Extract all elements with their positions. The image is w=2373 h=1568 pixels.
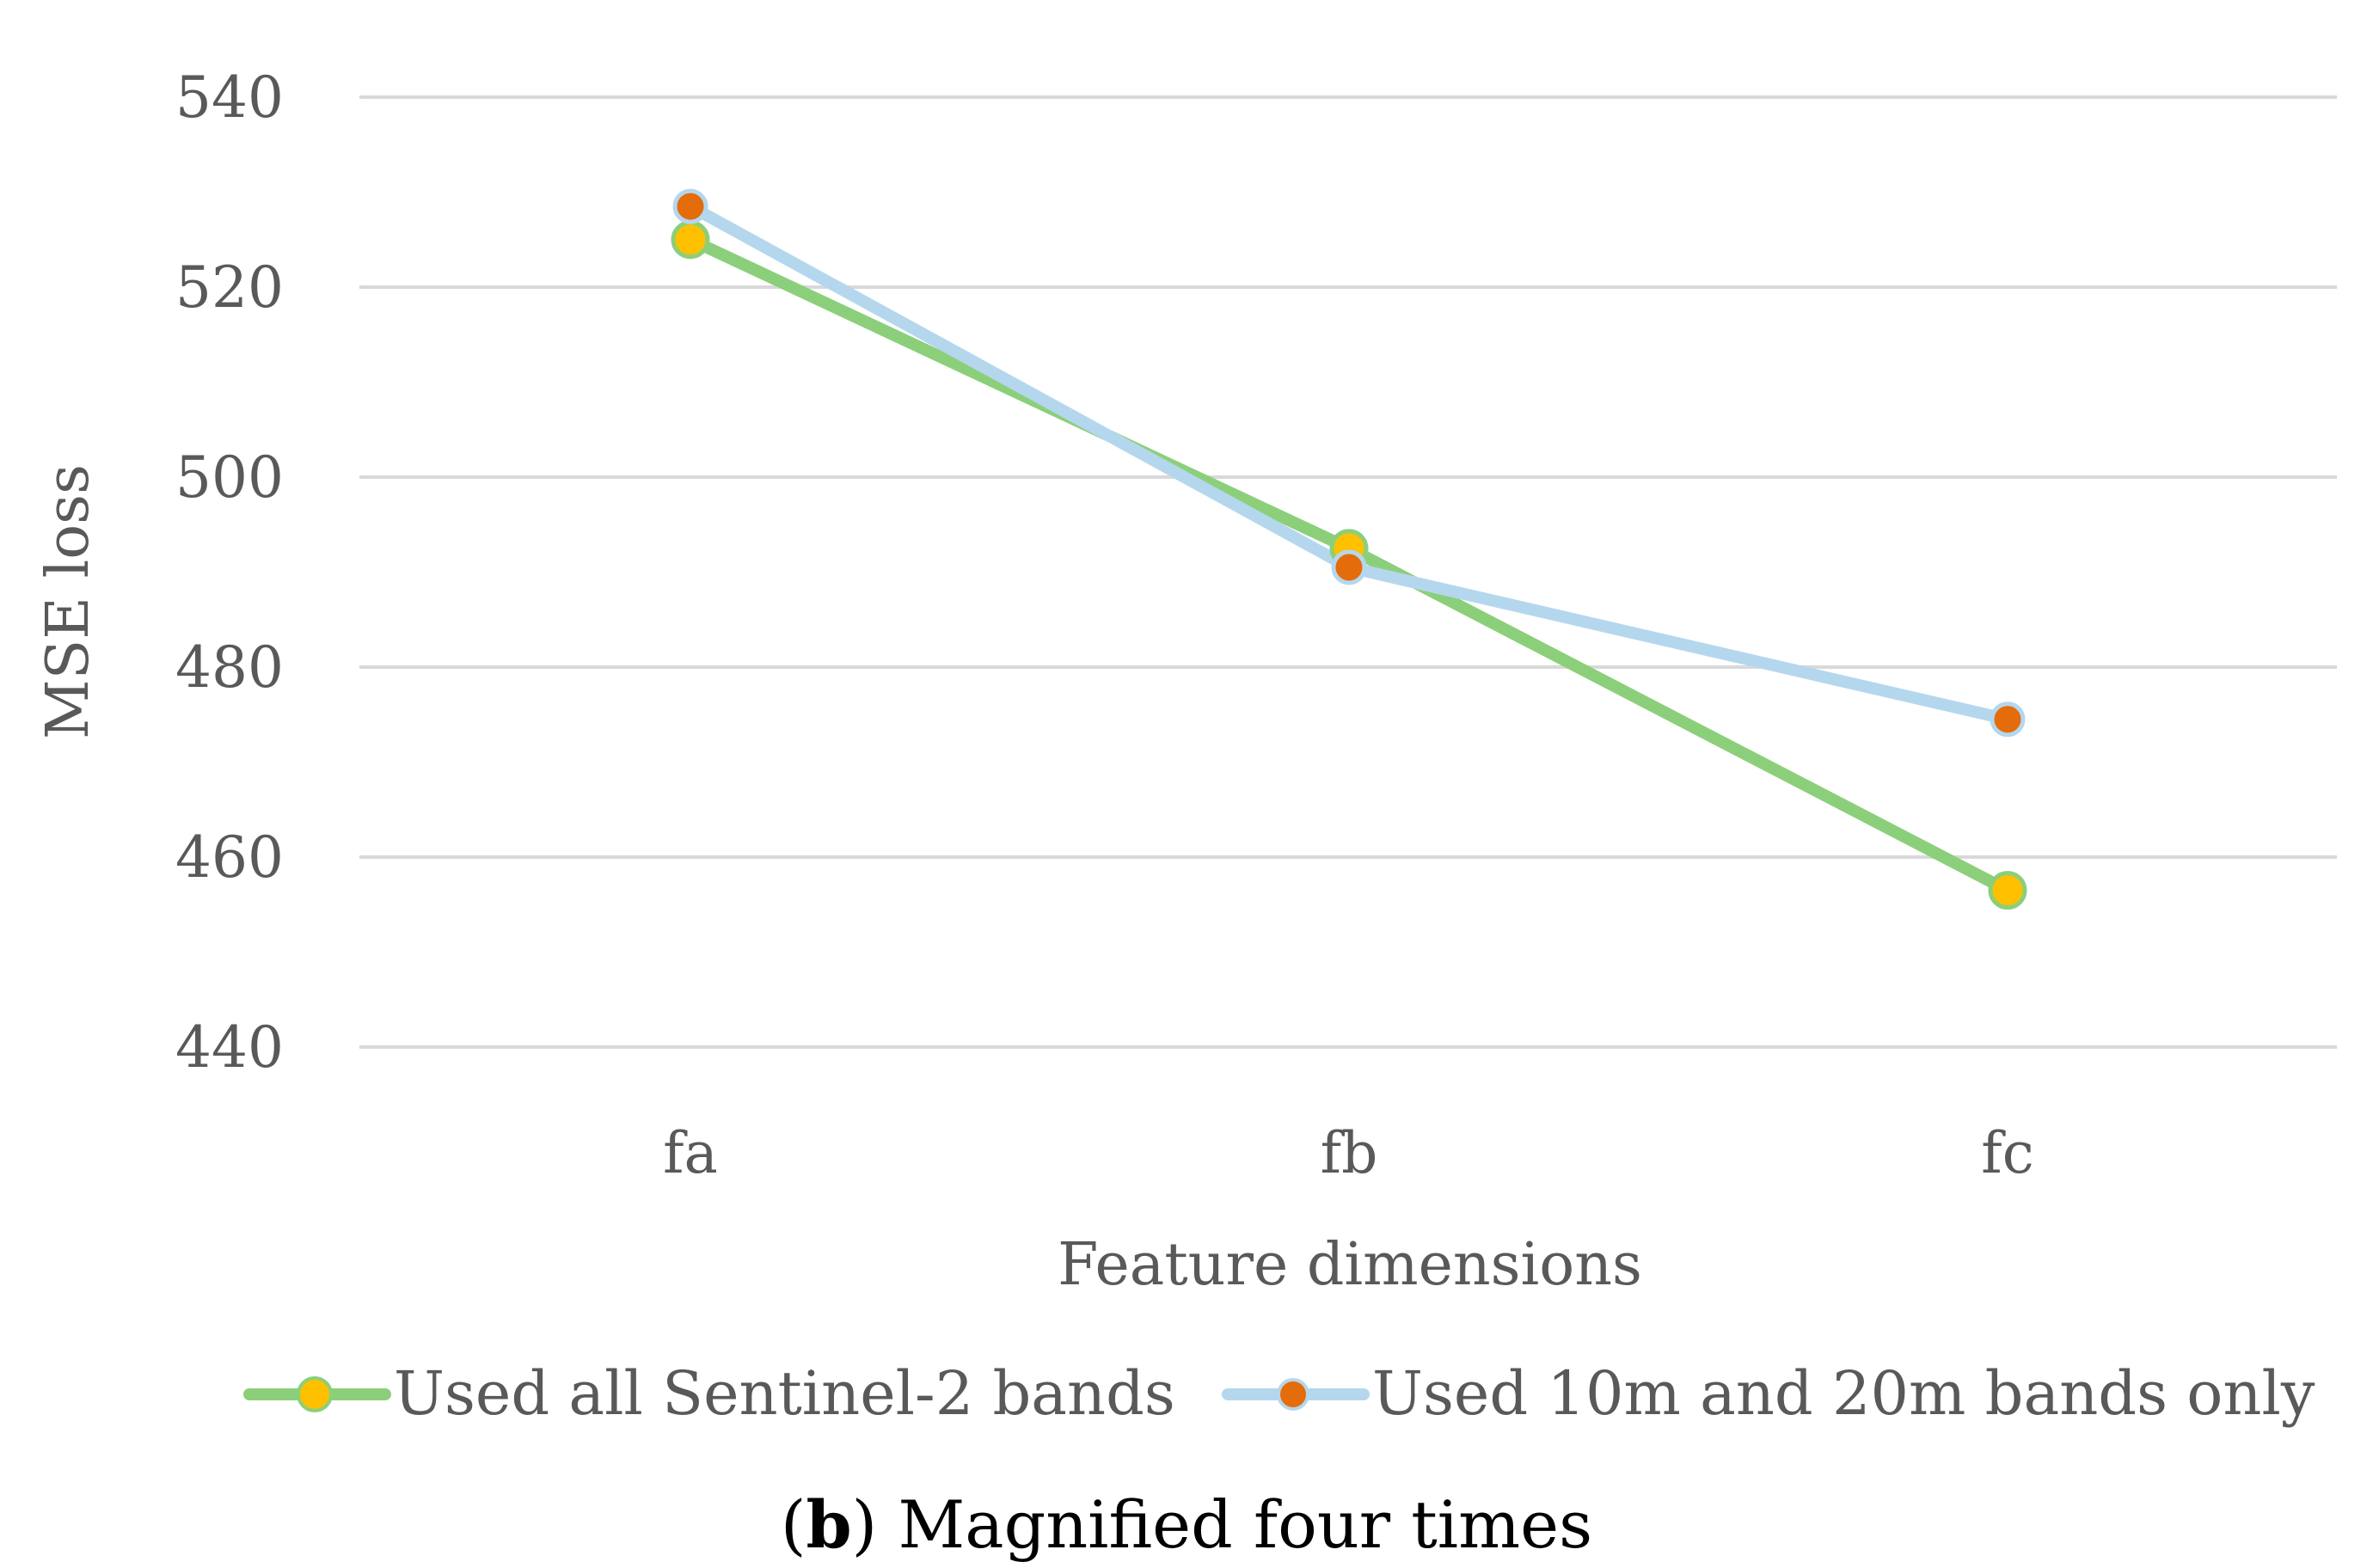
- y-tick-label-500: 500: [175, 444, 284, 511]
- series-0-point-fa: [671, 220, 710, 260]
- series-1-point-fb: [1331, 549, 1367, 585]
- y-tick-label-540: 540: [175, 64, 284, 131]
- series-1-point-fa: [672, 188, 708, 224]
- legend: Used all Sentinel-2 bands Used 10m and 2…: [243, 1358, 2315, 1429]
- y-axis-tick-labels: 440 460 480 500 520 540: [175, 64, 284, 1081]
- caption-label: b: [806, 1486, 851, 1563]
- legend-swatch-marker-10m-20m-bands: [1277, 1378, 1309, 1411]
- legend-item-all-bands: Used all Sentinel-2 bands: [243, 1358, 1175, 1429]
- series-0-point-fc: [1988, 871, 2027, 910]
- y-tick-label-460: 460: [175, 824, 284, 891]
- y-tick-label-480: 480: [175, 634, 284, 701]
- legend-label-all-bands: Used all Sentinel-2 bands: [394, 1358, 1175, 1429]
- x-axis-tick-labels: fa fb fc: [663, 1120, 2034, 1186]
- gridlines: [359, 95, 2337, 1049]
- x-tick-label-fb: fb: [1321, 1120, 1378, 1186]
- series-line-1: [684, 200, 2014, 726]
- x-tick-label-fc: fc: [1981, 1120, 2033, 1186]
- legend-item-10m-20m-bands: Used 10m and 20m bands only: [1222, 1358, 2315, 1429]
- series-markers: [671, 188, 2027, 910]
- figure-caption: (b) Magnified four times: [781, 1486, 1592, 1563]
- x-axis-title: Feature dimensions: [1058, 1231, 1642, 1299]
- y-axis-title: MSE loss: [34, 464, 102, 739]
- legend-label-10m-20m-bands: Used 10m and 20m bands only: [1372, 1358, 2315, 1429]
- y-tick-label-520: 520: [175, 254, 284, 321]
- series-1-point-fc: [1990, 701, 2026, 738]
- legend-swatch-marker-all-bands: [297, 1376, 333, 1412]
- caption-text: Magnified four times: [898, 1486, 1592, 1563]
- x-tick-label-fa: fa: [663, 1120, 718, 1186]
- y-tick-label-440: 440: [175, 1014, 284, 1081]
